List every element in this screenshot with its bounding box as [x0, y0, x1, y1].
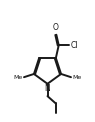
Text: Me: Me [72, 75, 82, 80]
Text: Me: Me [13, 75, 23, 80]
Text: N: N [45, 84, 50, 93]
Text: O: O [53, 23, 59, 32]
Text: Cl: Cl [70, 41, 78, 50]
